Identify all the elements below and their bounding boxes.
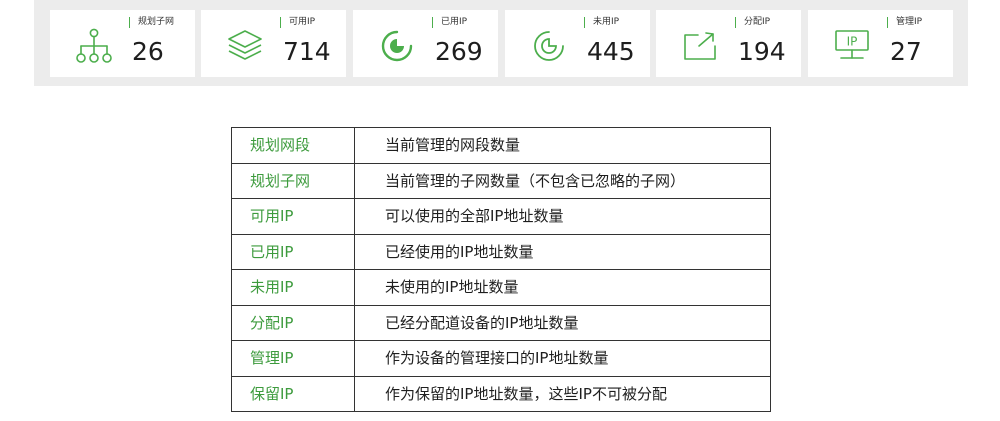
legend-term: 规划子网	[231, 162, 355, 199]
stat-card-used-ip[interactable]: 已用IP 269	[353, 10, 498, 77]
table-row: 规划网段 当前管理的网段数量	[231, 127, 771, 164]
legend-desc: 当前管理的网段数量	[354, 127, 771, 164]
stat-card-management-ip[interactable]: IP 管理IP 27	[808, 10, 953, 77]
legend-term: 管理IP	[231, 340, 355, 377]
monitor-ip-icon: IP	[830, 24, 874, 68]
stat-card-unused-ip[interactable]: 未用IP 445	[505, 10, 650, 77]
table-row: 管理IP 作为设备的管理接口的IP地址数量	[231, 340, 771, 377]
stat-label: 可用IP	[280, 17, 315, 28]
table-row: 保留IP 作为保留的IP地址数量，这些IP不可被分配	[231, 375, 771, 412]
legend-term: 分配IP	[231, 304, 355, 341]
stat-label: 管理IP	[887, 17, 922, 28]
stat-label: 分配IP	[735, 17, 770, 28]
stat-value: 714	[283, 37, 331, 66]
stat-label: 规划子网	[129, 17, 174, 28]
legend-term: 可用IP	[231, 198, 355, 235]
legend-desc: 已经使用的IP地址数量	[354, 233, 771, 270]
stat-label: 已用IP	[432, 17, 467, 28]
monitor-ip-text: IP	[847, 35, 858, 49]
legend-term: 未用IP	[231, 269, 355, 306]
stats-bar: 规划子网 26 可用IP 714 已用IP 269	[34, 0, 968, 86]
layers-icon	[223, 24, 267, 68]
stat-card-available-ip[interactable]: 可用IP 714	[201, 10, 346, 77]
stat-label: 未用IP	[584, 17, 619, 28]
network-tree-icon	[72, 24, 116, 68]
legend-desc: 当前管理的子网数量（不包含已忽略的子网）	[354, 162, 771, 199]
stat-value: 27	[890, 37, 922, 66]
pie-used-icon	[375, 24, 419, 68]
table-row: 已用IP 已经使用的IP地址数量	[231, 233, 771, 270]
legend-desc: 可以使用的全部IP地址数量	[354, 198, 771, 235]
pie-unused-icon	[527, 24, 571, 68]
stat-value: 26	[132, 37, 164, 66]
stat-value: 445	[587, 37, 635, 66]
stat-card-planned-subnets[interactable]: 规划子网 26	[50, 10, 195, 77]
legend-desc: 作为保留的IP地址数量，这些IP不可被分配	[354, 375, 771, 412]
stat-value: 194	[738, 37, 786, 66]
legend-term: 已用IP	[231, 233, 355, 270]
legend-desc: 已经分配道设备的IP地址数量	[354, 304, 771, 341]
table-row: 分配IP 已经分配道设备的IP地址数量	[231, 304, 771, 341]
legend-term: 保留IP	[231, 375, 355, 412]
table-row: 规划子网 当前管理的子网数量（不包含已忽略的子网）	[231, 162, 771, 199]
legend-term: 规划网段	[231, 127, 355, 164]
export-icon	[678, 24, 722, 68]
stat-card-allocated-ip[interactable]: 分配IP 194	[656, 10, 801, 77]
legend-desc: 作为设备的管理接口的IP地址数量	[354, 340, 771, 377]
table-row: 可用IP 可以使用的全部IP地址数量	[231, 198, 771, 235]
table-row: 未用IP 未使用的IP地址数量	[231, 269, 771, 306]
legend-desc: 未使用的IP地址数量	[354, 269, 771, 306]
stat-value: 269	[435, 37, 483, 66]
legend-table: 规划网段 当前管理的网段数量 规划子网 当前管理的子网数量（不包含已忽略的子网）…	[231, 127, 771, 412]
